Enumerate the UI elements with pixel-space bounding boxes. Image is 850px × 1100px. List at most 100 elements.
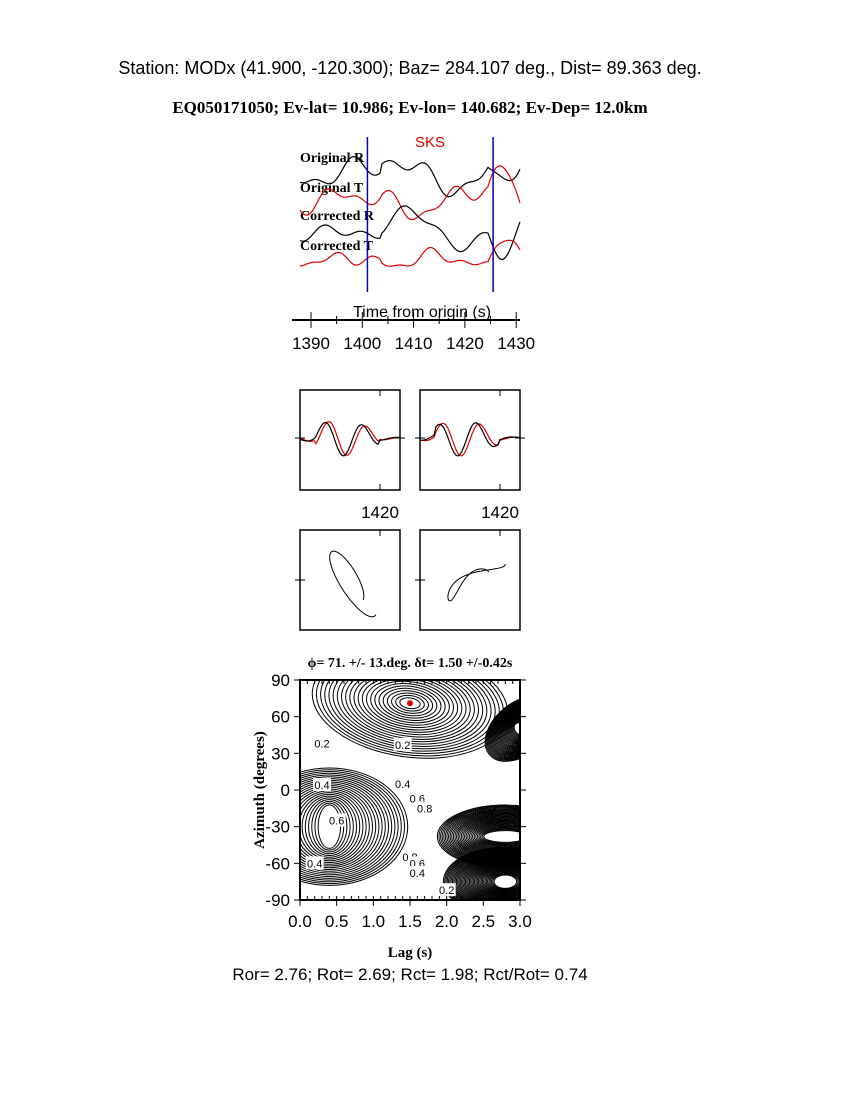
contour-line	[490, 873, 520, 891]
contour-line	[468, 860, 520, 900]
contour-line	[448, 849, 520, 900]
contour-line	[462, 857, 520, 900]
contour-line	[484, 695, 520, 762]
overlay-trace	[419, 422, 521, 457]
contour-line	[490, 701, 520, 757]
ratio-summary: Ror= 2.76; Rot= 2.69; Rct= 1.98; Rct/Rot…	[232, 965, 588, 984]
contour-label-bg	[408, 866, 427, 880]
azimuth-tick-label: -90	[265, 891, 290, 910]
contour-line	[489, 700, 520, 758]
azimuth-tick-label: 90	[271, 671, 290, 690]
contour-title: ϕ= 71. +/- 13.deg. δt= 1.50 +/-0.42s	[308, 656, 513, 671]
overlay-trace	[419, 422, 521, 457]
contour-line	[357, 680, 463, 733]
contour-label: 0.4	[307, 858, 322, 870]
contour-line	[300, 793, 361, 860]
contour-label: 0.8	[417, 803, 432, 815]
contour-line	[382, 687, 438, 719]
contour-line	[489, 872, 520, 892]
contour-line	[504, 714, 520, 744]
contour-line	[311, 800, 348, 853]
contour-line	[451, 851, 520, 900]
contour-line	[478, 827, 520, 846]
contour-line	[496, 706, 520, 751]
contour-line	[395, 694, 425, 712]
azimuth-axis-label: Azimuth (degrees)	[252, 731, 268, 849]
contour-line	[488, 871, 520, 892]
contour-line	[301, 795, 358, 858]
panel-tick-label: 1420	[361, 503, 399, 522]
contour-line	[449, 850, 520, 900]
contour-line	[444, 847, 520, 900]
contour-label-bg	[415, 801, 434, 815]
contour-line	[485, 696, 520, 761]
contour-line	[386, 690, 434, 717]
contour-label: 0.2	[314, 739, 329, 751]
contour-line	[487, 698, 520, 760]
contour-label-bg	[408, 791, 427, 805]
lag-tick-label: 2.0	[435, 912, 459, 931]
contour-label-bg	[327, 813, 346, 827]
particle-motion	[447, 564, 506, 602]
minimum-marker	[407, 700, 413, 707]
contour-line	[510, 719, 520, 739]
contour-line	[511, 720, 520, 738]
azimuth-tick-label: 60	[271, 708, 290, 727]
trace-original-t	[299, 165, 521, 221]
azimuth-tick-label: 0	[281, 781, 290, 800]
lag-tick-label: 1.0	[362, 912, 386, 931]
azimuth-tick-label: -60	[265, 854, 290, 873]
contour-line	[300, 767, 409, 886]
contour-line	[466, 859, 520, 900]
contour-line	[480, 828, 520, 845]
trace-label-corrected-t: Corrected T	[300, 239, 374, 254]
contour-line	[483, 868, 520, 895]
particle-motion	[329, 550, 377, 618]
contour-line	[501, 711, 520, 747]
waveform-overlay-panel: 1420	[295, 389, 405, 522]
contour-label-bg	[393, 776, 412, 790]
contour-label: 0.4	[395, 779, 410, 791]
contour-line	[300, 792, 364, 862]
contour-line	[470, 861, 520, 900]
lag-axis-label: Lag (s)	[388, 945, 433, 961]
contour-line	[494, 705, 520, 753]
contour-label: 0.2	[395, 740, 410, 752]
contour-line	[317, 804, 342, 849]
contour-line	[505, 715, 520, 743]
contour-line	[300, 769, 406, 885]
station-info: Station: MODx (41.900, -120.300); Baz= 2…	[118, 58, 702, 78]
lag-tick-label: 3.0	[508, 912, 532, 931]
time-tick-label: 1400	[343, 334, 381, 353]
contour-line	[454, 853, 520, 900]
contour-line	[493, 874, 518, 889]
contour-plot: ϕ= 71. +/- 13.deg. δt= 1.50 +/-0.42s 0.2…	[252, 656, 532, 961]
contour-label: 0.2	[439, 885, 454, 897]
contour-line	[498, 708, 520, 749]
lag-tick-label: 2.5	[472, 912, 496, 931]
contour-line	[314, 802, 345, 851]
contour-line	[476, 826, 520, 847]
seismogram-panel: SKS Original R Original T Corrected R Co…	[292, 134, 535, 353]
contour-line	[442, 846, 520, 900]
contour-line	[349, 680, 471, 738]
contour-line	[499, 709, 520, 749]
time-tick-label: 1390	[292, 334, 330, 353]
contour-line	[467, 860, 520, 900]
contour-line	[374, 683, 446, 724]
contour-line	[464, 858, 520, 900]
contour-line	[459, 855, 520, 900]
contour-line	[481, 829, 520, 844]
contour-label: 0.4	[314, 780, 329, 792]
contour-line	[300, 774, 396, 879]
contour-line	[492, 873, 519, 890]
contour-line	[458, 855, 520, 900]
contour-line	[461, 856, 520, 900]
azimuth-tick-label: -30	[265, 818, 290, 837]
trace-label-corrected-r: Corrected R	[300, 209, 375, 224]
contour-line	[497, 707, 520, 750]
waveform-overlay-panel: 1420	[415, 389, 525, 522]
contour-line	[308, 799, 351, 855]
contour-label: 0.4	[410, 868, 425, 880]
